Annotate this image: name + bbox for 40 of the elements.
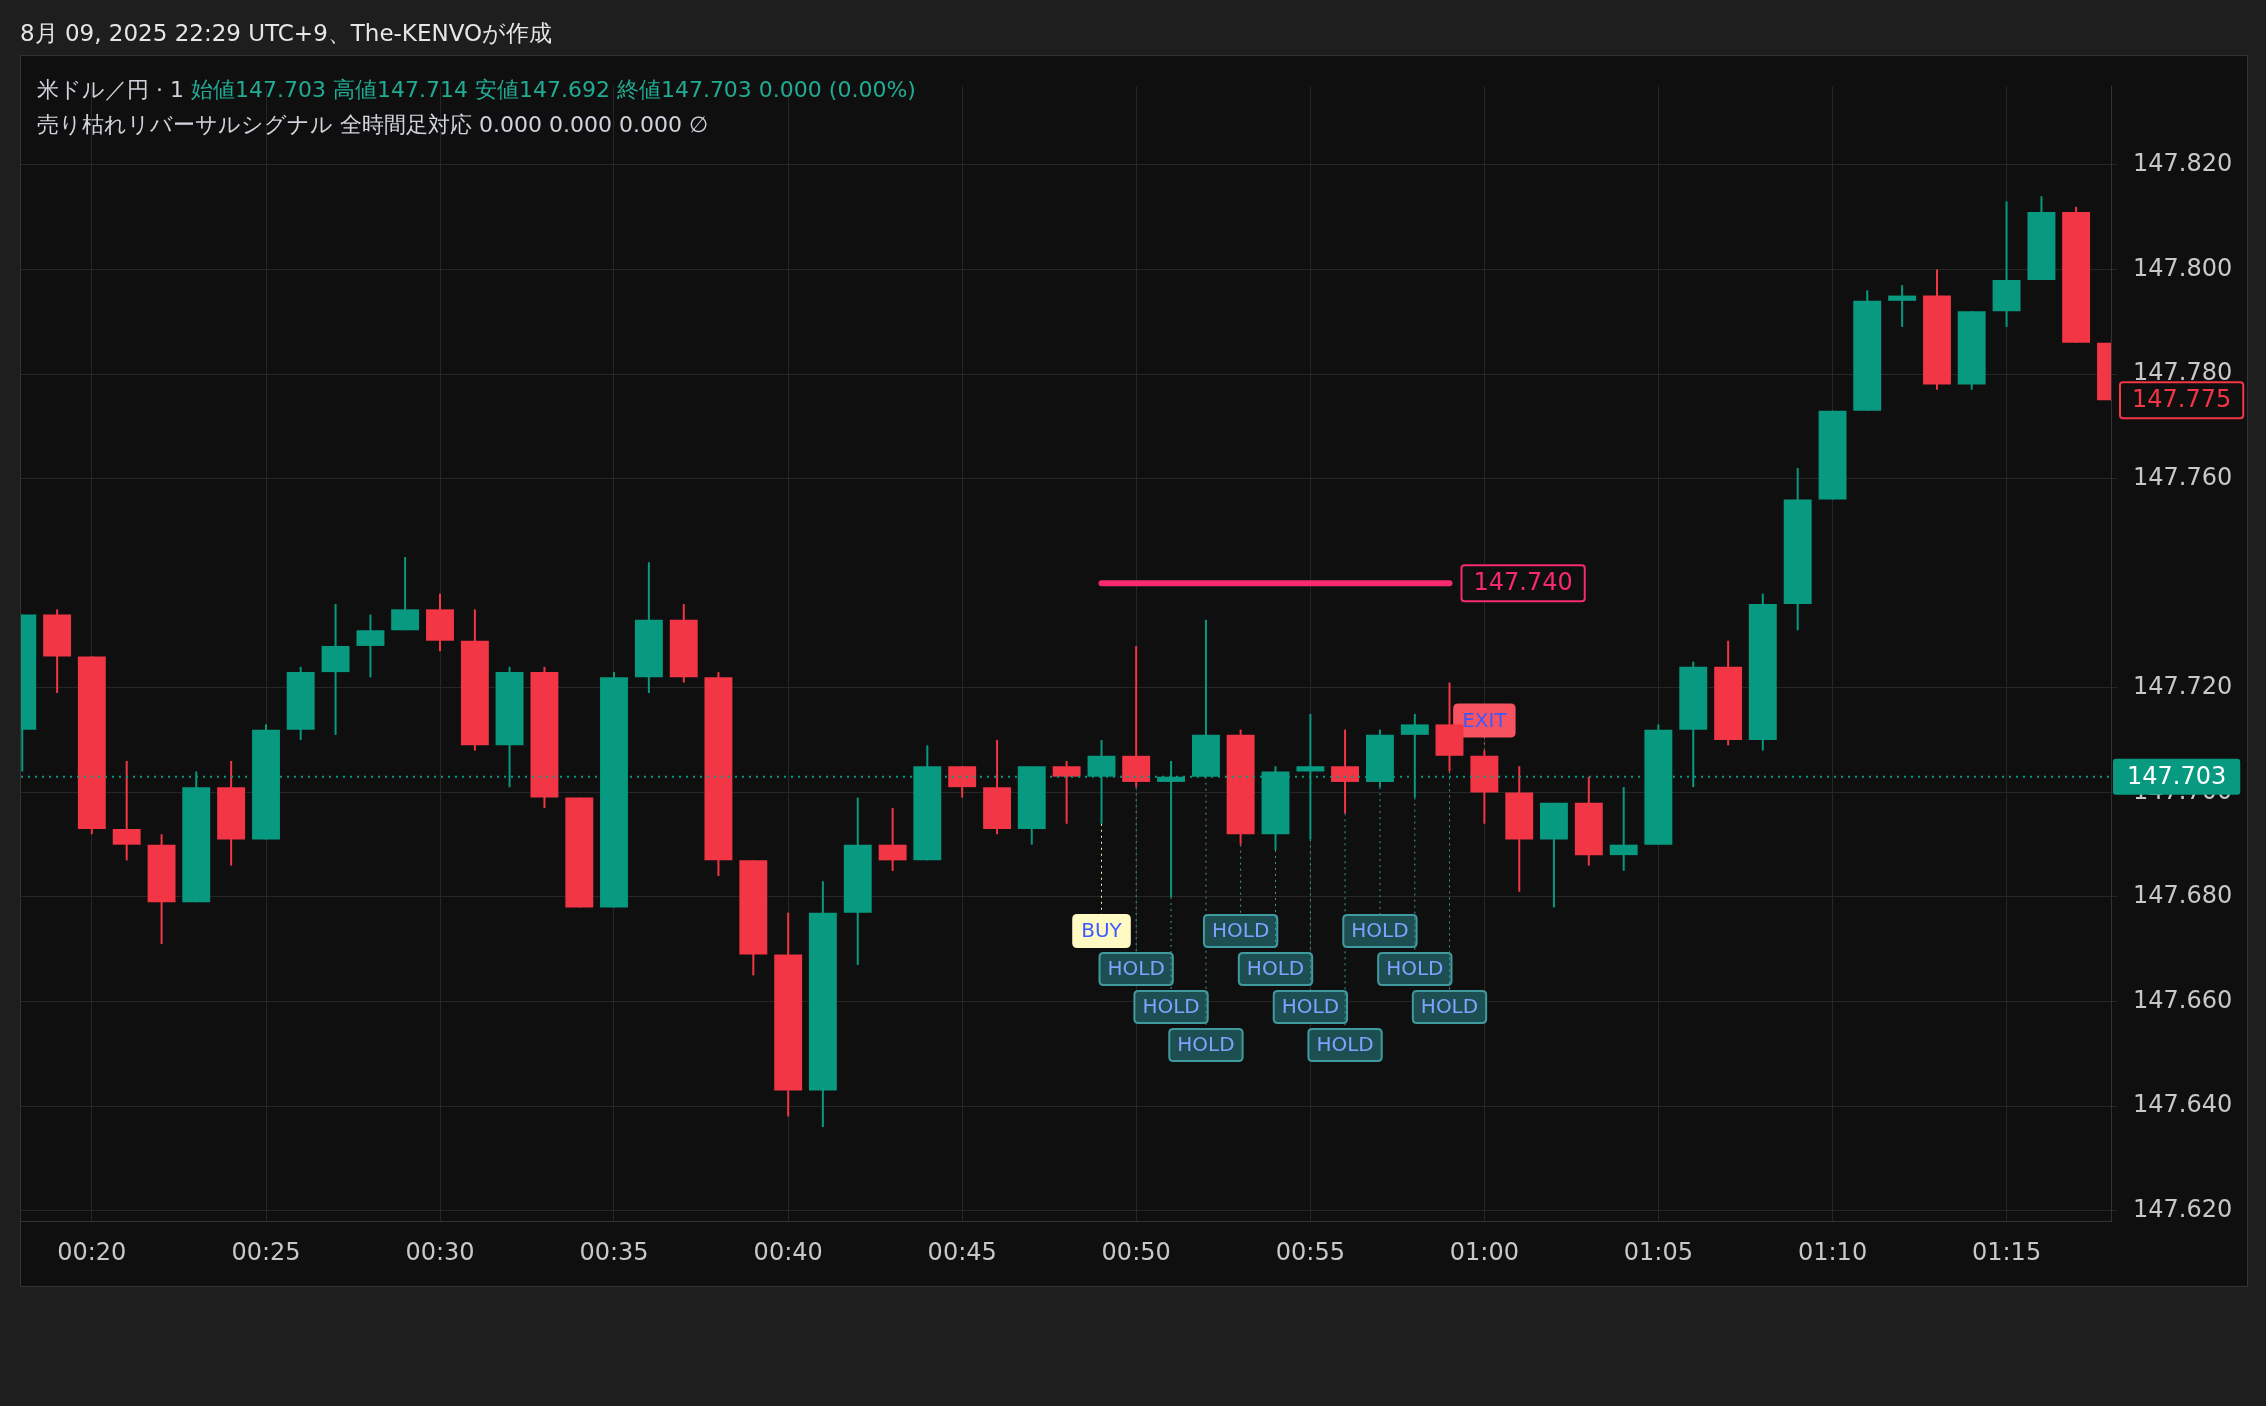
x-tick-label: 00:40 bbox=[753, 1237, 823, 1266]
annotation: HOLD bbox=[1177, 1032, 1235, 1057]
annotation: HOLD bbox=[1246, 956, 1305, 981]
x-tick-label: 01:05 bbox=[1623, 1237, 1693, 1266]
annotation: HOLD bbox=[1142, 994, 1200, 1019]
annotation: HOLD bbox=[1386, 956, 1444, 981]
x-tick-label: 01:00 bbox=[1449, 1237, 1519, 1266]
ref-line-label: 147.703 bbox=[2127, 761, 2227, 790]
annotation: HOLD bbox=[1316, 1032, 1374, 1057]
chart-subtitle: 米ドル／円 · 1 bbox=[37, 77, 185, 102]
chart-title: 8月 09, 2025 22:29 UTC+9、The-KENVOが作成 bbox=[20, 19, 553, 48]
y-tick-label: 147.820 bbox=[2133, 149, 2233, 178]
x-tick-label: 00:20 bbox=[57, 1237, 127, 1266]
x-tick-label: 01:15 bbox=[1971, 1237, 2042, 1266]
annotation: HOLD bbox=[1107, 956, 1165, 981]
data-label: 147.740 bbox=[1473, 568, 1573, 597]
annotation: HOLD bbox=[1351, 918, 1409, 943]
y-tick-label: 147.800 bbox=[2133, 253, 2233, 282]
y-tick-label: 147.780 bbox=[2133, 358, 2233, 387]
y-tick-label: 147.760 bbox=[2133, 462, 2233, 491]
x-tick-label: 00:35 bbox=[579, 1237, 649, 1266]
x-tick-label: 00:50 bbox=[1101, 1237, 1171, 1266]
annotation: HOLD bbox=[1420, 994, 1479, 1019]
y-tick-label: 147.640 bbox=[2133, 1090, 2233, 1119]
x-tick-label: 00:25 bbox=[231, 1237, 301, 1266]
annotation: 売り枯れリバーサルシグナル 全時間足対応 0.000 0.000 0.000 ∅ bbox=[37, 111, 710, 139]
y-tick-label: 147.720 bbox=[2133, 672, 2233, 701]
annotation: HOLD bbox=[1211, 918, 1270, 943]
annotation: EXIT bbox=[1462, 707, 1508, 732]
y-tick-label: 147.660 bbox=[2133, 985, 2233, 1014]
annotation: HOLD bbox=[1281, 994, 1340, 1019]
x-tick-label: 01:10 bbox=[1797, 1237, 1868, 1266]
annotation: BUY bbox=[1081, 918, 1123, 943]
annotation: 始値147.703 高値147.714 安値147.692 終値147.703 0.000 (0.00%) bbox=[190, 77, 916, 102]
x-tick-label: 00:45 bbox=[927, 1237, 997, 1266]
y-tick-label: 147.680 bbox=[2133, 881, 2233, 910]
y-tick-label: 147.620 bbox=[2133, 1194, 2233, 1223]
x-tick-label: 00:30 bbox=[405, 1237, 475, 1266]
x-tick-label: 00:55 bbox=[1275, 1237, 1345, 1266]
annotation: 147.775 bbox=[2132, 385, 2232, 414]
